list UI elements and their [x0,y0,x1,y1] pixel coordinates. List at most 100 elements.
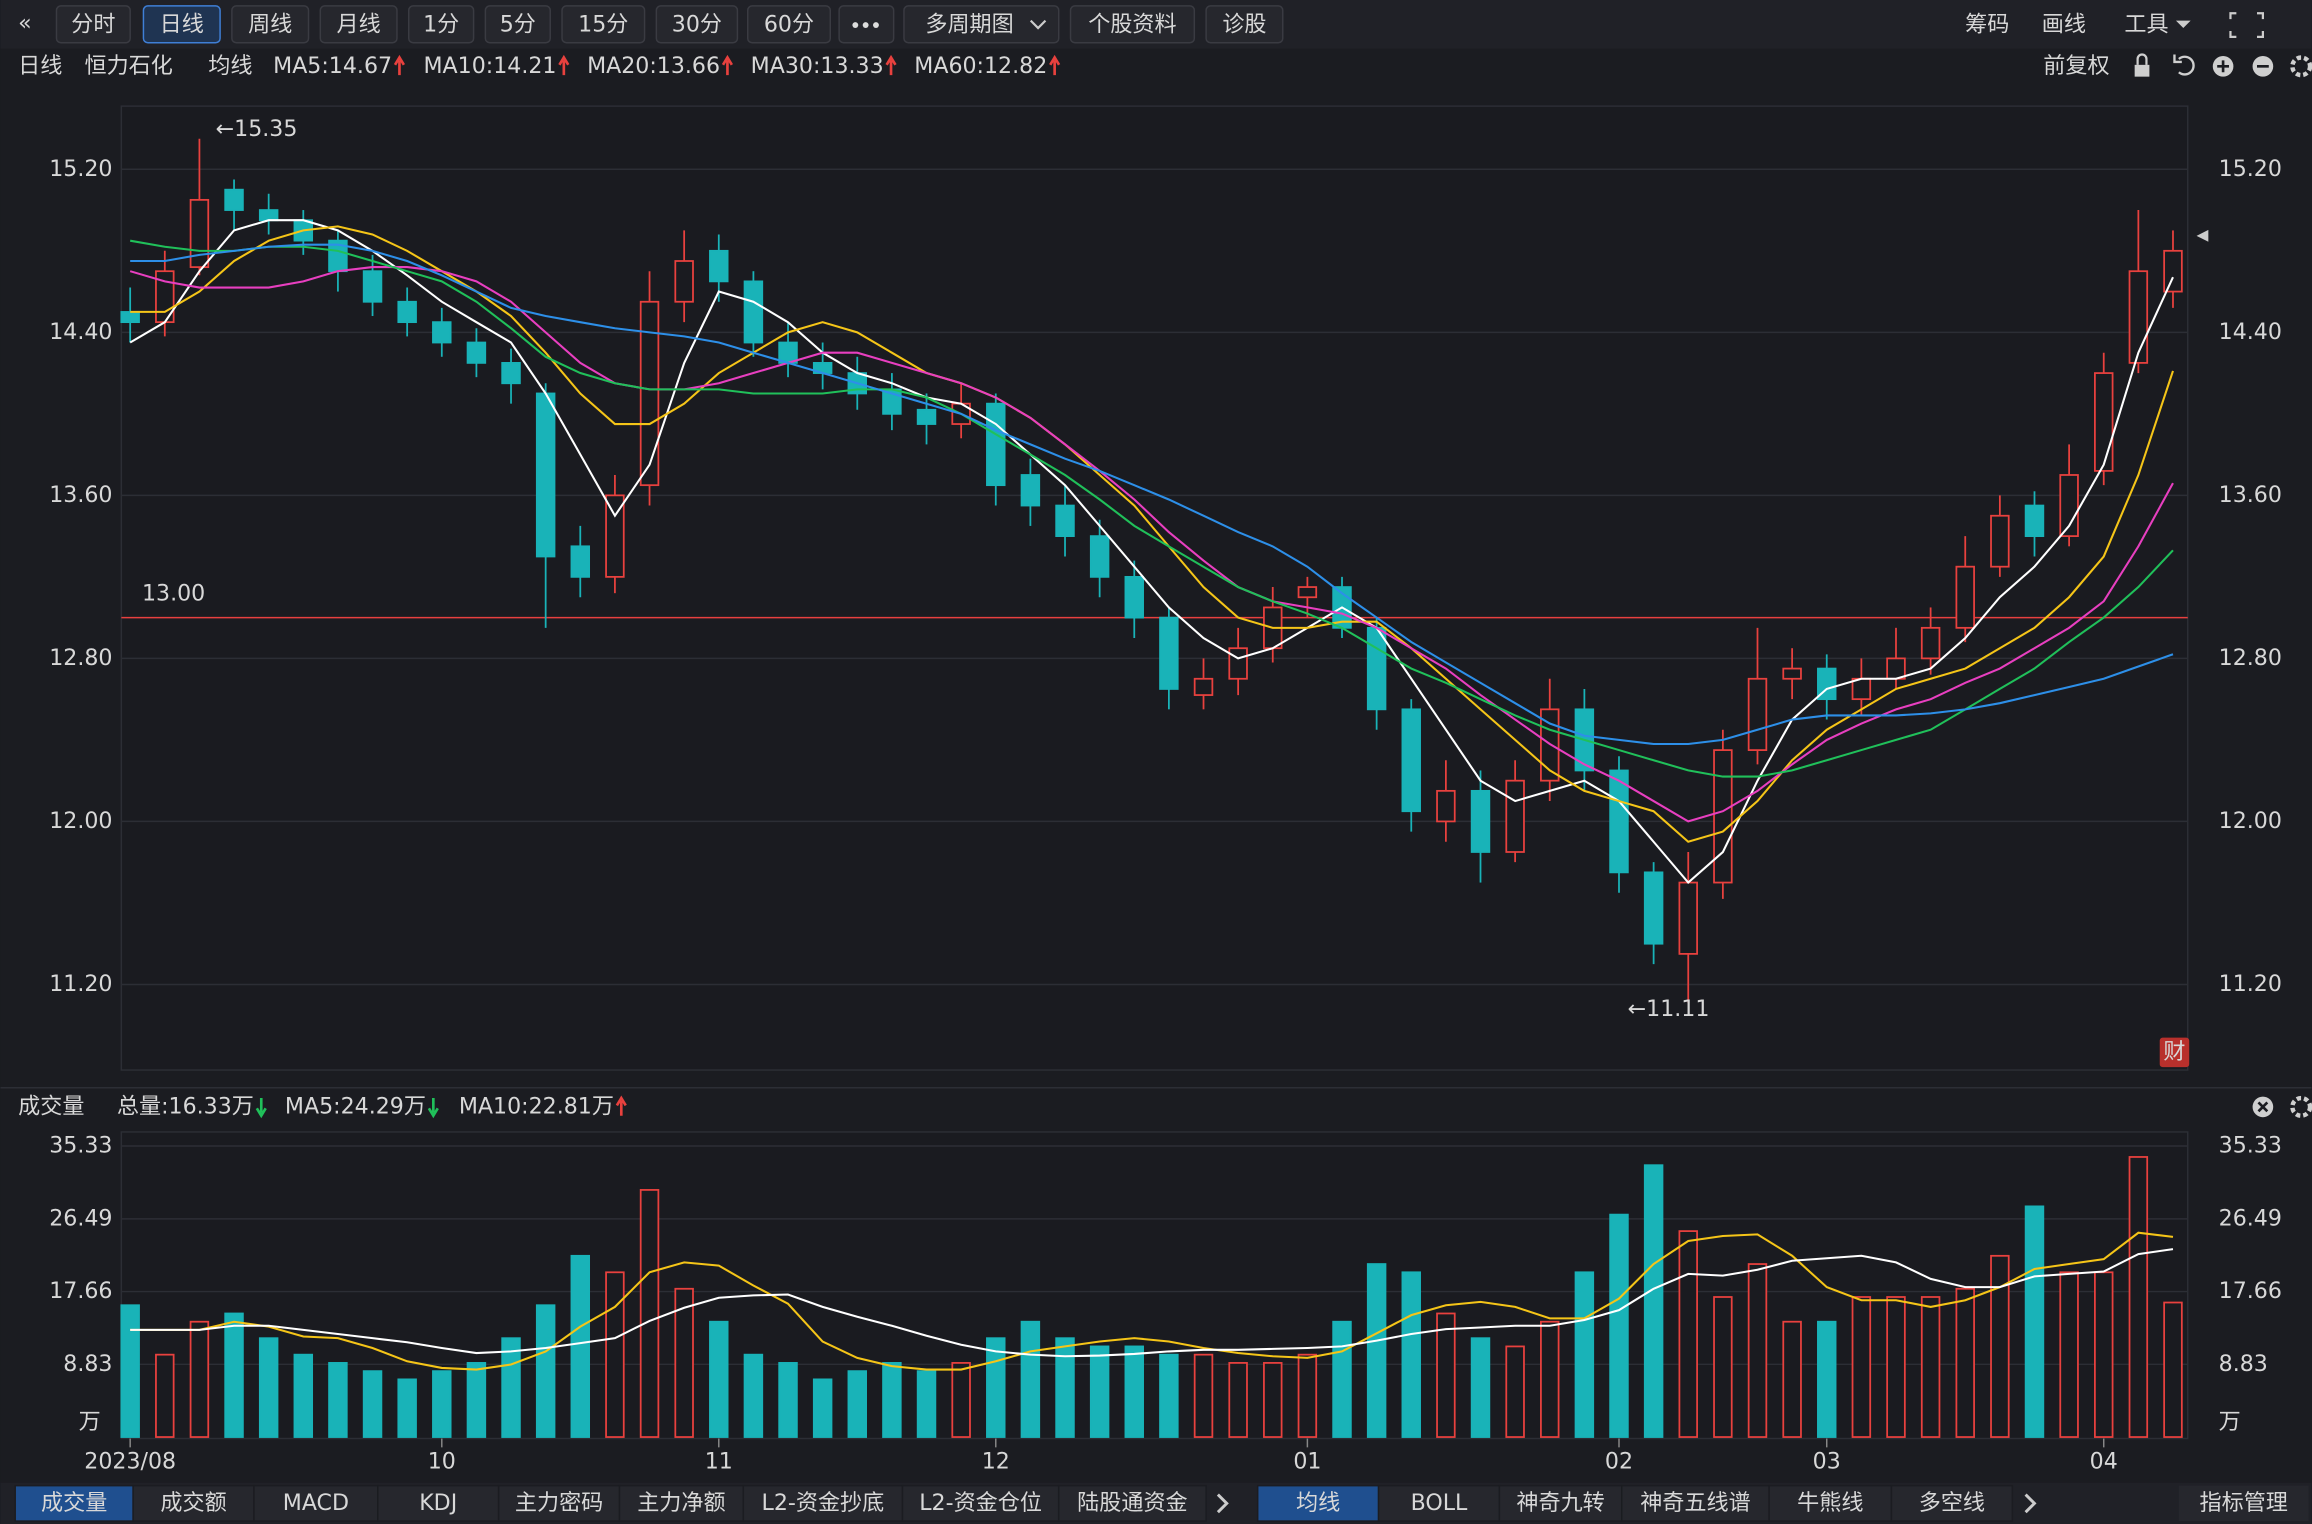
candle-body [1470,789,1491,853]
toolbar-label: 个股资料 [1088,12,1176,38]
candle-body [709,249,729,283]
volume-bar [224,1312,244,1438]
volume-bar [1747,1263,1768,1438]
indicator-tab[interactable] [742,1484,904,1522]
candle-body [1366,626,1387,711]
candle-body [362,270,383,303]
trend-arrow [427,1098,439,1119]
candle-body [258,209,279,222]
badge-bg[interactable] [2159,1037,2190,1068]
lock-shackle [2136,53,2148,65]
candle-body [1713,749,1733,884]
indicator-tab[interactable] [1057,1484,1207,1522]
toolbar-button[interactable] [484,5,551,44]
candle-body [1678,881,1698,955]
overlay-tab[interactable] [1621,1484,1770,1522]
toolbar-label: 分时 [71,12,115,38]
collapse-icon[interactable]: « [18,10,32,36]
y-tick-label: 35.33 [49,1133,112,1159]
x-tick-label: 12 [982,1449,1010,1475]
toolbar-button[interactable] [55,5,131,44]
y-tick-label-right: 11.20 [2219,971,2282,997]
trend-arrow [255,1098,267,1119]
toolbar-button[interactable] [561,5,646,44]
candle-body [1955,565,1975,629]
volume-bar [2128,1156,2149,1438]
volume-bar [570,1254,591,1438]
volume-bar [1886,1296,1906,1438]
zoom-in-plus [2217,60,2229,73]
toolbar-label: 30分 [672,12,722,38]
ma-legend: MA30:13.33 [751,53,884,79]
tab-label: 成交额 [160,1490,226,1516]
indicator-tab[interactable] [618,1484,745,1522]
toolbar-label: 月线 [337,12,381,38]
toolbar-button[interactable] [319,5,398,44]
ma-line [130,243,2174,746]
volume-bar [1470,1337,1491,1438]
toolbar-button[interactable] [1069,5,1196,44]
candle-body [1193,677,1214,696]
indicator-tab[interactable] [132,1484,255,1522]
indicator-tab[interactable] [377,1484,500,1522]
candle-body [743,280,764,344]
settings-icon[interactable] [2290,55,2312,78]
volume-bar [1159,1353,1179,1438]
volume-bar [1920,1296,1941,1438]
ma-title: 均线 [208,53,252,79]
ui-layer: 分时 日线 周线 月线 1分 5分 15分 30分 60分 多周期图 个股资料 诊股 筹码 画线 工具日线恒… [14,5,2312,1522]
toolbar-label: 诊股 [1222,12,1266,38]
volume-bar [1020,1320,1041,1438]
toolbar-button[interactable] [231,5,310,44]
scroll-arrow[interactable] [2024,1493,2037,1514]
tab-label: 陆股通资金 [1077,1490,1187,1516]
volume-bar [1678,1230,1698,1438]
candle-body [224,188,244,211]
ma-legend: MA60:12.82 [914,53,1047,79]
overlay-tab[interactable] [1256,1484,1380,1522]
indicator-tab[interactable] [14,1484,134,1522]
toolbar-button[interactable] [655,5,739,44]
volume-bar [916,1370,937,1438]
indicator-tab[interactable] [901,1484,1060,1522]
toolbar-right[interactable]: 画线 [2042,12,2086,38]
volume-bar [1540,1320,1560,1438]
candle-body [1401,708,1421,813]
y-tick-label: 17.66 [49,1278,112,1304]
volume-bar [1401,1271,1421,1438]
candle-body [639,300,660,487]
toolbar-right[interactable]: 工具 [2124,12,2168,38]
undo-icon[interactable] [2173,54,2195,76]
candle-body [674,260,694,303]
lock-icon[interactable] [2134,64,2150,77]
candle-body [1124,575,1144,619]
candle-body [1055,504,1075,537]
scroll-arrow[interactable] [1216,1493,1229,1514]
x-tick-label: 04 [2090,1449,2118,1475]
toolbar-button[interactable] [408,5,475,44]
overlay-tab[interactable] [1377,1484,1501,1522]
ma-line [129,239,2174,778]
indicator-tab[interactable] [253,1484,379,1522]
manage-tab[interactable] [2178,1485,2309,1522]
toolbar-button[interactable] [903,5,1060,44]
volume-bar [1055,1337,1075,1438]
reference-label: 13.00 [142,581,205,607]
volume-settings-icon[interactable] [2290,1095,2312,1118]
toolbar-button[interactable] [746,5,832,44]
fullscreen-icon[interactable] [2229,12,2264,38]
volume-legend: 总量:16.33万 [117,1093,254,1119]
ma-line [129,266,2174,823]
toolbar-label: 周线 [248,12,292,38]
adjust[interactable]: 前复权 [2043,53,2109,79]
volume-legend: MA10:22.81万 [459,1093,614,1119]
volume-bar [2163,1301,2183,1438]
tab-label: MACD [283,1490,349,1516]
overlay-tab[interactable] [1768,1484,1893,1522]
toolbar-button[interactable] [1205,5,1284,44]
candle-body [1990,514,2010,568]
toolbar-button[interactable] [142,5,221,44]
toolbar-right[interactable]: 筹码 [1965,12,2009,38]
overlay-tab[interactable] [1890,1484,2014,1522]
x-tick-label: 11 [705,1449,733,1475]
